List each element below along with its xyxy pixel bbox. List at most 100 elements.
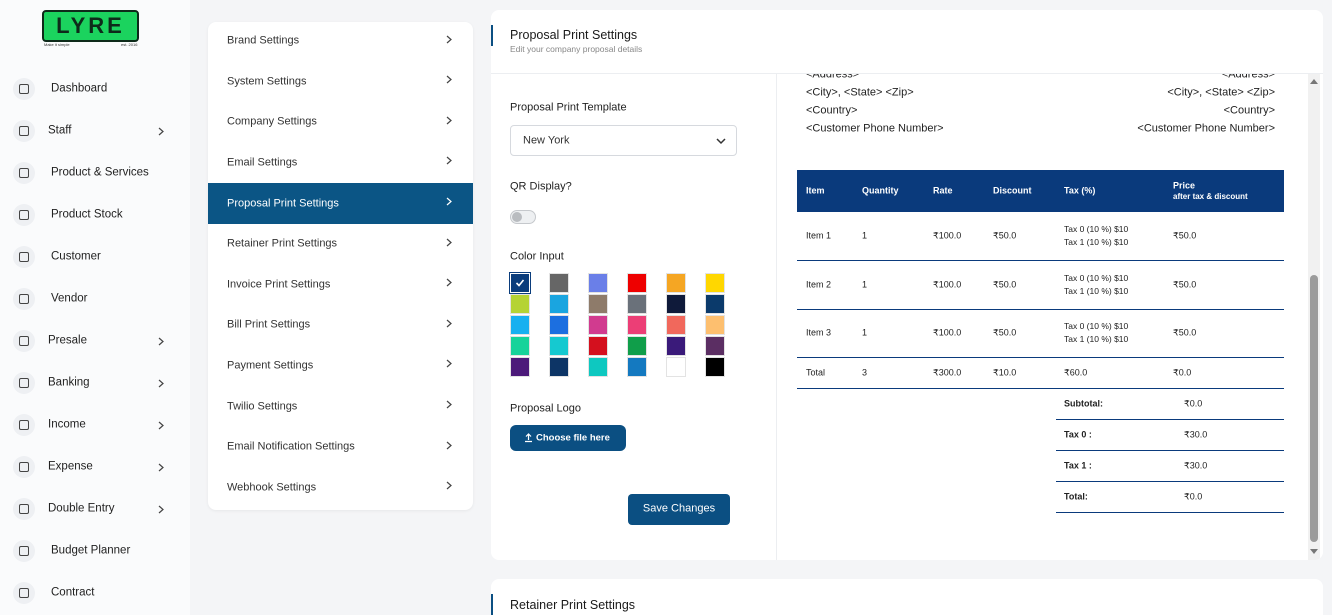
- address-line: <Country>: [1223, 104, 1275, 117]
- sidebar-item[interactable]: Budget Planner: [0, 533, 190, 569]
- color-swatch[interactable]: [549, 315, 569, 335]
- color-swatch[interactable]: [588, 294, 608, 314]
- color-swatch[interactable]: [705, 315, 725, 335]
- qr-toggle[interactable]: [510, 210, 536, 224]
- color-swatch[interactable]: [549, 336, 569, 356]
- settings-menu-item[interactable]: Payment Settings: [208, 346, 473, 387]
- color-swatch[interactable]: [627, 294, 647, 314]
- proposal-card: Proposal Print Settings Edit your compan…: [491, 10, 1323, 560]
- menu-label: Twilio Settings: [227, 400, 298, 413]
- table-header-cell: Tax (%): [1064, 185, 1096, 196]
- settings-menu-item[interactable]: Retainer Print Settings: [208, 224, 473, 265]
- menu-label: Proposal Print Settings: [227, 197, 339, 210]
- color-swatch[interactable]: [588, 315, 608, 335]
- summary-divider: [1056, 450, 1284, 451]
- sidebar-item[interactable]: Banking: [0, 365, 190, 401]
- sidebar-item[interactable]: Product & Services: [0, 155, 190, 191]
- template-select[interactable]: New York: [510, 125, 737, 156]
- sidebar-icon-glyph: [19, 378, 29, 388]
- row-divider: [797, 260, 1284, 261]
- color-swatch[interactable]: [666, 336, 686, 356]
- settings-menu-item[interactable]: Twilio Settings: [208, 386, 473, 427]
- color-swatch[interactable]: [627, 273, 647, 293]
- chevron: [158, 337, 164, 345]
- color-swatch[interactable]: [705, 336, 725, 356]
- sidebar-label: Income: [48, 418, 86, 431]
- table-header-note: after tax & discount: [1173, 192, 1248, 201]
- sidebar-item[interactable]: Dashboard: [0, 71, 190, 107]
- sidebar-item[interactable]: Expense: [0, 449, 190, 485]
- color-swatch[interactable]: [510, 315, 530, 335]
- sidebar-item[interactable]: Product Stock: [0, 197, 190, 233]
- menu-label: Payment Settings: [227, 359, 314, 372]
- color-swatch[interactable]: [627, 315, 647, 335]
- color-swatch[interactable]: [666, 315, 686, 335]
- sidebar-menu: Dashboard Staff Product & Services Product …: [0, 0, 190, 615]
- sidebar-label: Vendor: [51, 292, 88, 305]
- color-swatch[interactable]: [705, 273, 725, 293]
- settings-menu-item[interactable]: System Settings: [208, 62, 473, 103]
- settings-menu-item[interactable]: Proposal Print Settings: [208, 183, 473, 224]
- save-button[interactable]: Save Changes: [628, 494, 730, 525]
- color-swatch[interactable]: [549, 294, 569, 314]
- chevron: [446, 35, 452, 43]
- settings-menu-item[interactable]: Email Settings: [208, 143, 473, 184]
- sidebar-label: Contract: [51, 586, 95, 599]
- color-swatch[interactable]: [705, 357, 725, 377]
- color-swatch[interactable]: [510, 336, 530, 356]
- menu-label: Retainer Print Settings: [227, 237, 338, 250]
- sidebar-icon: [13, 498, 35, 520]
- table-header: [797, 170, 1284, 212]
- divider: [491, 73, 1323, 74]
- sidebar-item[interactable]: Vendor: [0, 281, 190, 317]
- scrollbar[interactable]: [1308, 74, 1320, 560]
- color-swatch[interactable]: [510, 294, 530, 314]
- settings-menu-item[interactable]: Webhook Settings: [208, 468, 473, 509]
- color-swatch[interactable]: [510, 357, 530, 377]
- settings-menu-item[interactable]: Company Settings: [208, 102, 473, 143]
- sidebar-icon: [13, 582, 35, 604]
- color-swatch[interactable]: [549, 357, 569, 377]
- logo[interactable]: LYRE: [42, 10, 139, 42]
- sidebar-label: Budget Planner: [51, 544, 131, 557]
- address-line: <Customer Phone Number>: [806, 122, 944, 135]
- settings-menu-item[interactable]: Email Notification Settings: [208, 427, 473, 468]
- tax-line: Tax 0 (10 %) $10: [1064, 272, 1129, 283]
- color-swatch[interactable]: [705, 294, 725, 314]
- color-swatch[interactable]: [627, 336, 647, 356]
- color-swatch[interactable]: [588, 357, 608, 377]
- summary-divider: [1056, 419, 1284, 420]
- sidebar-item[interactable]: Staff: [0, 113, 190, 149]
- color-swatch[interactable]: [627, 357, 647, 377]
- sidebar-icon-glyph: [19, 504, 29, 514]
- chevron: [446, 197, 452, 206]
- color-swatch[interactable]: [666, 357, 686, 377]
- tax-line: Tax 1 (10 %) $10: [1064, 285, 1129, 296]
- color-swatch[interactable]: [588, 273, 608, 293]
- color-swatch[interactable]: [588, 336, 608, 356]
- sidebar-item[interactable]: Income: [0, 407, 190, 443]
- chevron: [446, 481, 452, 490]
- choose-file-button[interactable]: Choose file here: [510, 425, 626, 451]
- chevron: [158, 379, 164, 387]
- field-label: Proposal Logo: [510, 402, 581, 415]
- summary-label: Subtotal:: [1064, 398, 1103, 409]
- color-swatch[interactable]: [509, 272, 531, 294]
- sidebar-icon: [13, 330, 35, 352]
- settings-menu-item[interactable]: Brand Settings: [208, 22, 473, 62]
- color-swatch[interactable]: [666, 273, 686, 293]
- sidebar-item[interactable]: Double Entry: [0, 491, 190, 527]
- sidebar-icon: [13, 204, 35, 226]
- table-cell: ₹100.0: [933, 230, 962, 241]
- color-swatch[interactable]: [666, 294, 686, 314]
- color-swatch[interactable]: [549, 273, 569, 293]
- sidebar-item[interactable]: Customer: [0, 239, 190, 275]
- sidebar-label: Product Stock: [51, 208, 123, 221]
- settings-menu-item[interactable]: Bill Print Settings: [208, 305, 473, 346]
- sidebar-item[interactable]: Presale: [0, 323, 190, 359]
- settings-menu-item[interactable]: Invoice Print Settings: [208, 265, 473, 306]
- sidebar-icon: [13, 78, 35, 100]
- scroll-thumb: [1310, 275, 1318, 542]
- sidebar-item[interactable]: Contract: [0, 575, 190, 611]
- proposal-preview: <Address> <City>, <State> <Zip> <Country> <…: [778, 74, 1305, 560]
